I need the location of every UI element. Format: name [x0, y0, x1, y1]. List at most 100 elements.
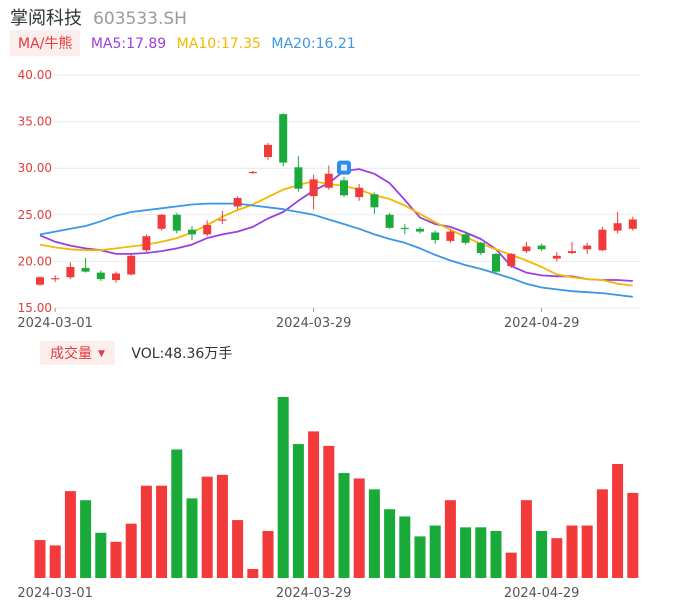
candle-body — [51, 278, 60, 280]
volume-bar — [216, 474, 228, 578]
candle — [416, 226, 424, 234]
volume-date-tick-label: 2024-03-29 — [276, 586, 352, 601]
volume-bar — [110, 541, 122, 578]
volume-bar — [520, 500, 532, 578]
candle — [172, 212, 181, 234]
volume-bar — [277, 397, 289, 578]
ma20-line — [39, 202, 633, 298]
candle — [188, 225, 196, 240]
volume-bar — [156, 485, 168, 578]
price-tick-label: 35.00 — [18, 115, 52, 129]
ma20-legend: MA20:16.21 — [271, 36, 356, 52]
candle — [385, 212, 394, 229]
candle — [233, 196, 242, 210]
candle-body — [340, 180, 348, 196]
candle — [613, 212, 622, 234]
candle — [461, 231, 470, 245]
volume-indicator-selector[interactable]: 成交量 ▼ — [40, 341, 115, 365]
stock-code: 603533.SH — [93, 9, 187, 29]
volume-date-tick-label: 2024-03-01 — [17, 586, 93, 601]
candle — [431, 230, 440, 244]
date-tick-label: 2024-03-01 — [17, 316, 93, 331]
volume-bar — [596, 489, 608, 578]
date-tick-label: 2024-04-29 — [504, 316, 580, 331]
price-tick-label: 20.00 — [18, 254, 52, 268]
candle — [370, 192, 379, 214]
candle-body — [416, 228, 424, 232]
caret-down-icon: ▼ — [98, 349, 105, 359]
candle — [294, 156, 303, 192]
candle-body — [476, 242, 485, 254]
candle-body — [188, 229, 196, 235]
stock-name: 掌阅科技 — [10, 8, 82, 29]
volume-bar — [460, 527, 472, 578]
volume-selector-label: 成交量 — [50, 346, 92, 362]
volume-bar — [186, 498, 198, 578]
volume-bar — [581, 525, 593, 578]
ma10-legend: MA10:17.35 — [176, 36, 261, 52]
candle — [522, 241, 531, 254]
volume-bar — [34, 539, 46, 578]
candle-body — [537, 245, 546, 250]
volume-bar — [368, 489, 380, 578]
candle — [309, 174, 318, 210]
volume-bar — [125, 523, 137, 578]
price-tick-label: 15.00 — [18, 301, 52, 315]
candle-body — [127, 255, 136, 275]
candle — [446, 229, 455, 243]
volume-bar — [171, 449, 183, 578]
candle — [552, 252, 561, 262]
candle-body — [81, 267, 90, 272]
volume-bar — [566, 525, 578, 578]
volume-bar — [414, 536, 426, 578]
candle — [537, 243, 546, 252]
volume-bar — [475, 527, 487, 578]
price-tick-label: 30.00 — [18, 161, 52, 175]
candle-body — [142, 236, 151, 251]
candle-body — [309, 179, 318, 197]
volume-bar — [338, 473, 350, 578]
volume-value: VOL:48.36万手 — [131, 346, 233, 362]
volume-bar — [444, 500, 456, 578]
volume-bar — [95, 532, 107, 578]
candle-body — [172, 214, 181, 231]
candle-body — [112, 273, 120, 281]
volume-bar — [49, 545, 61, 578]
candle-body — [218, 219, 227, 221]
volume-date-tick-label: 2024-04-29 — [504, 586, 580, 601]
event-marker-glyph — [341, 164, 347, 171]
candle — [476, 241, 485, 255]
candle-body — [492, 253, 500, 272]
volume-bar — [201, 476, 213, 578]
candle — [628, 216, 637, 231]
volume-bar — [384, 509, 396, 578]
date-tick-label: 2024-03-29 — [276, 316, 352, 331]
candle — [218, 211, 227, 225]
volume-bar — [627, 492, 639, 578]
candle-body — [66, 266, 75, 278]
ma-legend: MA/牛熊 MA5:17.89 MA10:17.35 MA20:16.21 — [10, 30, 356, 56]
volume-bar — [429, 525, 441, 578]
candle-body — [598, 229, 607, 251]
candle — [203, 220, 212, 237]
candle — [583, 242, 592, 254]
volume-bar — [80, 500, 92, 578]
candle-body — [96, 272, 105, 280]
candle — [340, 176, 348, 198]
ma-indicator-selector[interactable]: MA/牛熊 — [10, 30, 81, 56]
volume-bar — [612, 463, 624, 578]
candle-body — [385, 214, 394, 228]
volume-bar — [64, 491, 76, 578]
volume-bar — [308, 431, 320, 578]
volume-bar — [247, 568, 259, 578]
candle — [264, 143, 272, 160]
ma5-line — [39, 168, 633, 282]
candle-body — [446, 231, 455, 241]
volume-bar — [292, 444, 304, 578]
volume-bar — [140, 485, 152, 578]
candle-body — [157, 214, 166, 229]
volume-bar — [536, 530, 548, 578]
candle-body — [613, 223, 622, 231]
candle-body — [507, 253, 516, 267]
